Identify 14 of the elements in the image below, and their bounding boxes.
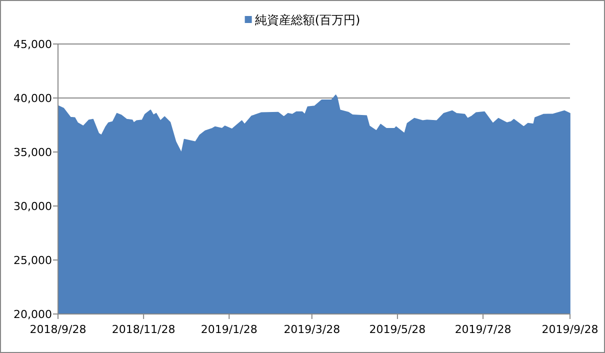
x-tick-label: 2019/9/28 — [542, 323, 598, 336]
x-tick-label: 2018/9/28 — [30, 323, 86, 336]
x-tick-label: 2019/5/28 — [369, 323, 426, 336]
y-tick-label: 40,000 — [14, 92, 52, 105]
x-tick-label: 2019/3/28 — [284, 323, 340, 336]
y-tick-label: 25,000 — [14, 254, 52, 267]
y-tick-label: 30,000 — [14, 200, 52, 213]
legend: 純資産総額(百万円) — [244, 13, 360, 27]
x-tick-label: 2019/1/28 — [200, 323, 258, 336]
y-tick-label: 35,000 — [14, 146, 52, 159]
x-tick-label: 2018/11/28 — [112, 323, 176, 336]
x-tick-label: 2019/7/28 — [454, 323, 512, 336]
y-tick-label: 20,000 — [14, 308, 52, 321]
y-tick-label: 45,000 — [14, 38, 52, 51]
